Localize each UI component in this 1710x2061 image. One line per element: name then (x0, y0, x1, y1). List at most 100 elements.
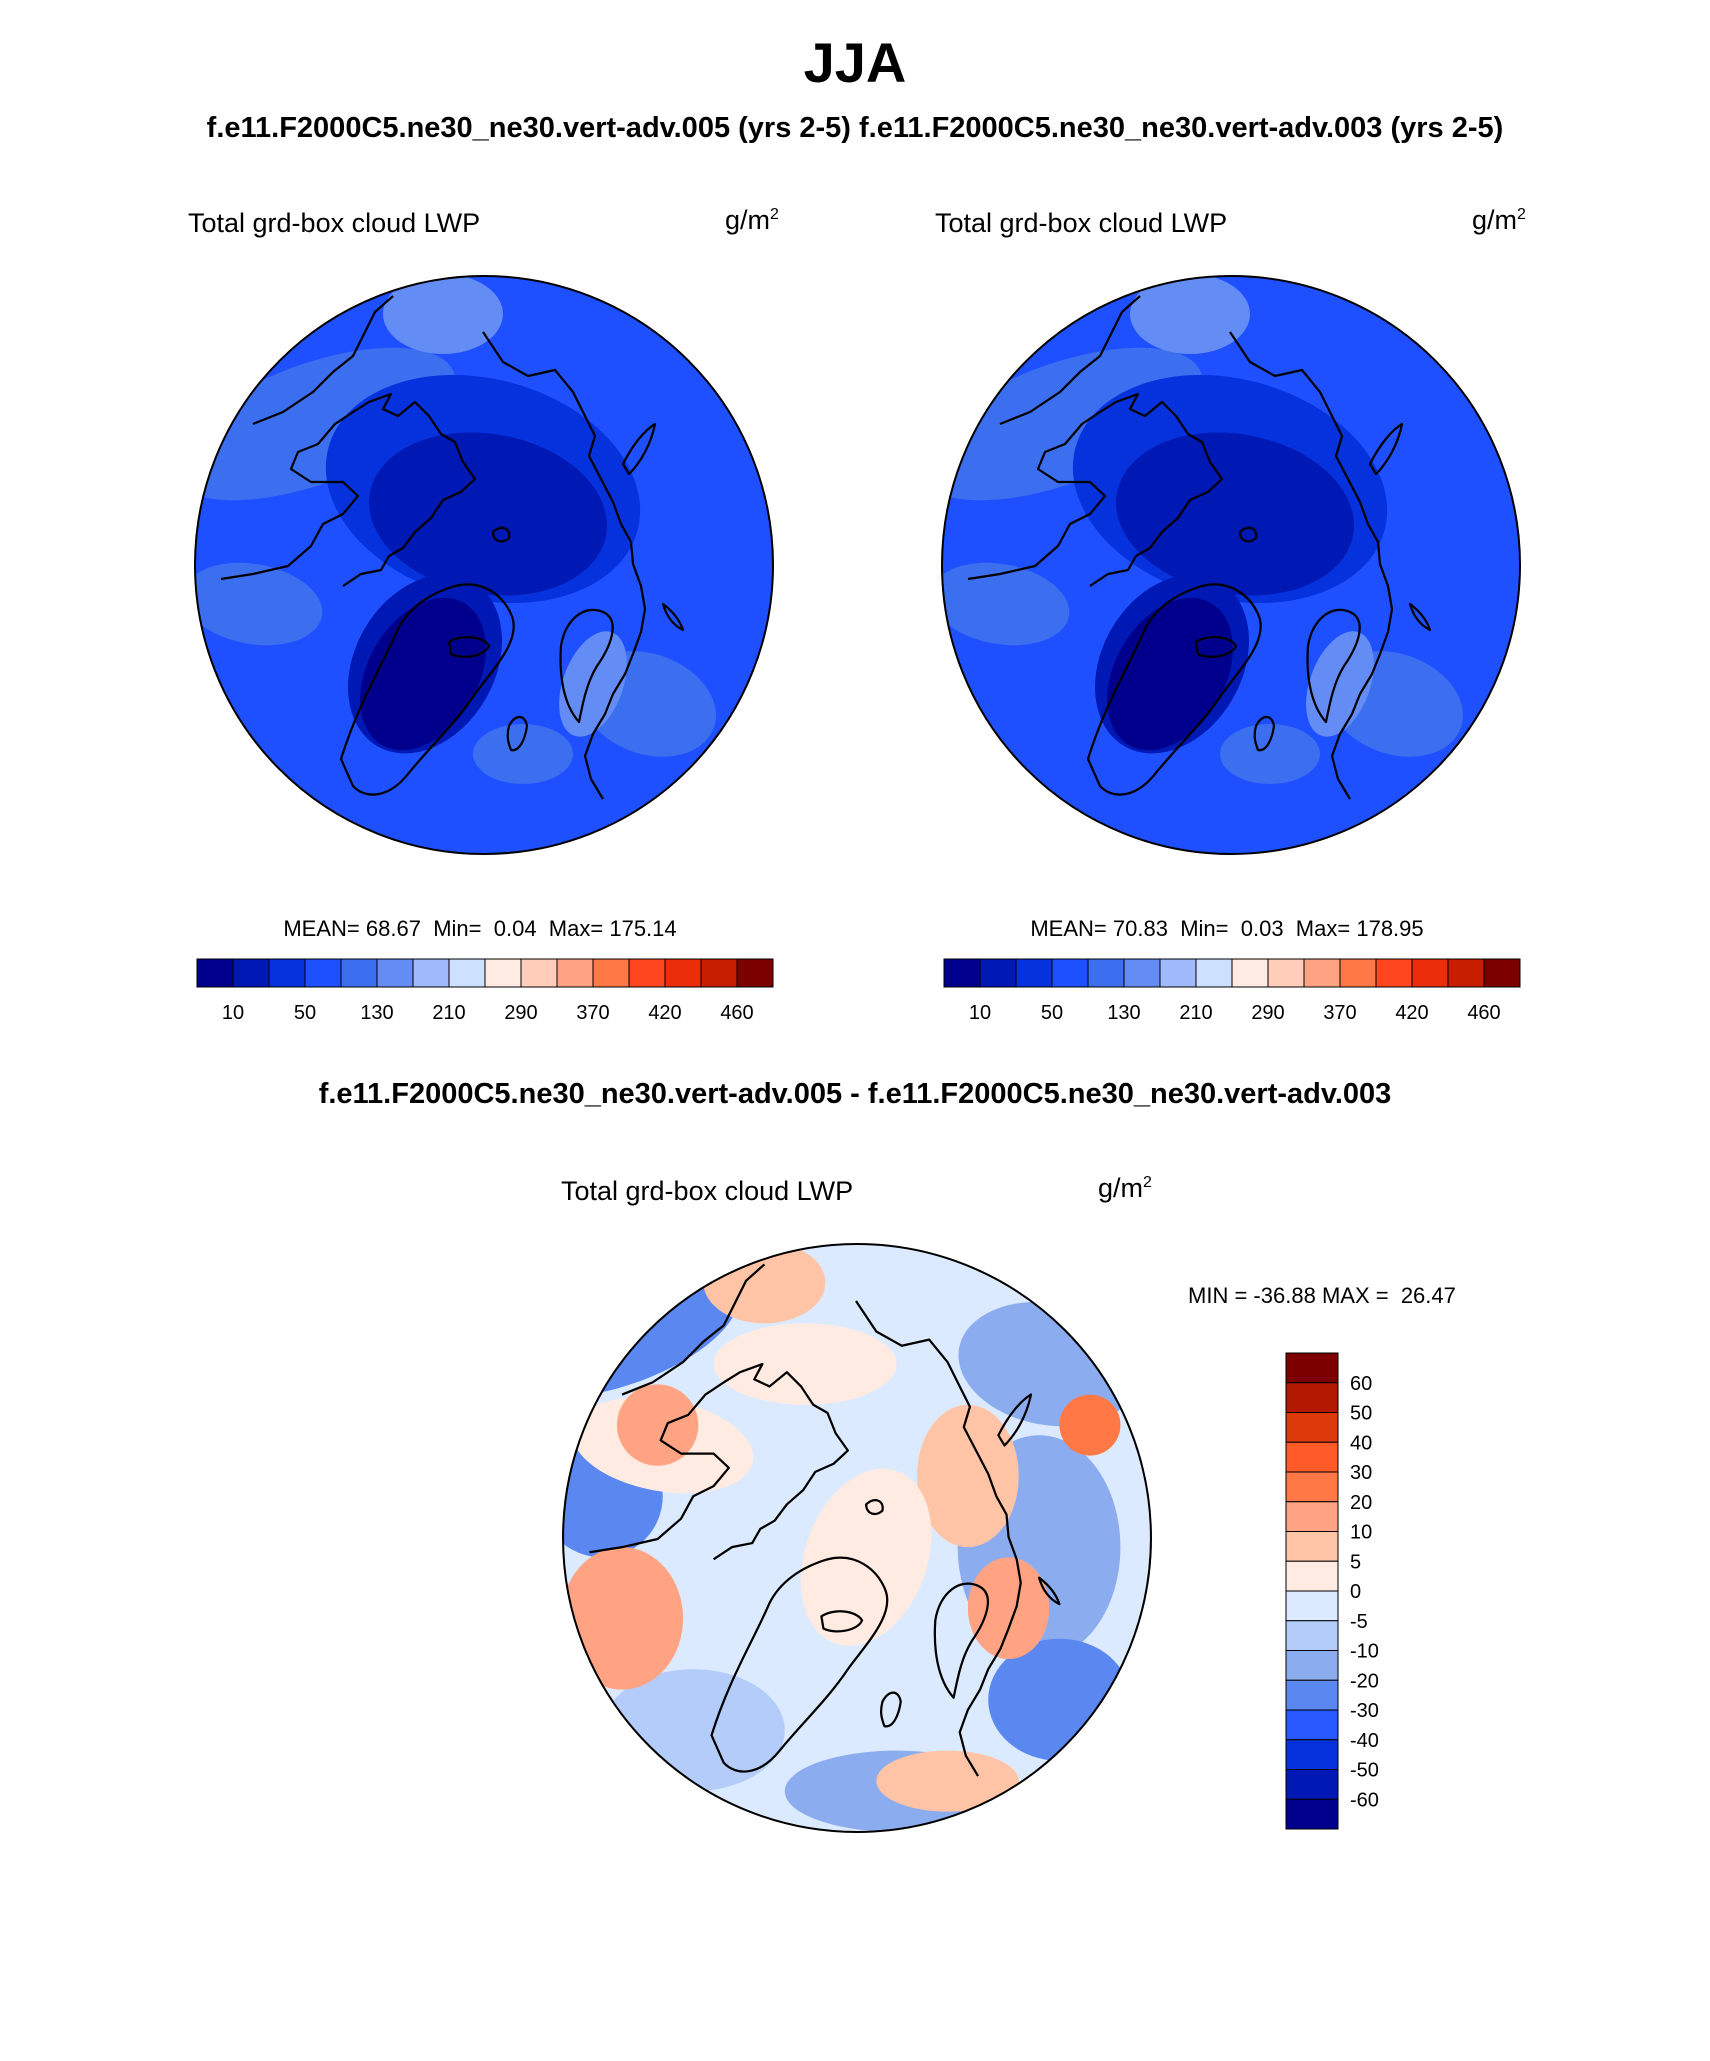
panel-3-colorbar-box (1285, 1739, 1339, 1770)
panel-2-field-patch (942, 347, 1203, 501)
panel-2-colorbar-tick-label: 130 (1107, 1002, 1140, 1024)
panel-3-colorbar-box (1285, 1679, 1339, 1711)
panel-3-field-patch (800, 1468, 932, 1646)
panel-3-colorbar-box (1285, 1560, 1339, 1592)
panel-1-colorbar-box (412, 958, 450, 988)
panel-1-coastline (621, 422, 657, 476)
panel-3-colorbar-box (1285, 1441, 1339, 1473)
panel-2-colorbar-box (1195, 958, 1233, 988)
panel-1-colorbar-box (700, 958, 738, 988)
panel-1-coastline (482, 331, 647, 800)
panel-3-colorbar-tick-label: -10 (1350, 1641, 1379, 1663)
panel-2-coastline (1408, 602, 1432, 632)
panel-3-colorbar-tick-label: -40 (1350, 1730, 1379, 1752)
panel-1-map-border (194, 275, 774, 855)
panel-1-colorbar: 10 50 130 210 290 370 420 460 (196, 958, 774, 1024)
panel-1-field-patch (369, 432, 607, 596)
panel-2-colorbar-tick-label: 50 (1041, 1002, 1063, 1024)
panel-3-coastline (855, 1300, 1022, 1777)
panel-2-stats: MEAN= 70.83 Min= 0.03 Max= 178.95 (937, 916, 1517, 942)
panel-1-coastline (252, 295, 394, 426)
panel-1-coastline (491, 526, 511, 543)
panel-2-colorbar-tick-label: 420 (1395, 1002, 1428, 1024)
panel-2-coastline (967, 392, 1224, 587)
panel-3-units-exponent: 2 (1143, 1174, 1152, 1191)
panel-2-colorbar-tick-label: 210 (1179, 1002, 1212, 1024)
panel-3-min-label: MIN = (1188, 1283, 1248, 1308)
panel-1-coastline (506, 715, 529, 752)
panel-2-field-patch (1130, 276, 1250, 354)
panel-1-colorbar-box (448, 958, 486, 988)
panel-2-field-patch (942, 562, 1070, 646)
panel-2-colorbar-box (1447, 958, 1485, 988)
panel-1-coastline (447, 636, 491, 658)
panel-3-colorbar-tick-label: 0 (1350, 1581, 1361, 1603)
panel-1-colorbar-box (232, 958, 270, 988)
panel-3-field-patch (1059, 1394, 1121, 1456)
panel-2-coastline (1368, 422, 1404, 476)
panel-2-min-label: Min= (1180, 916, 1229, 941)
panel-1-colorbar-tick-label: 370 (576, 1002, 609, 1024)
panel-2-colorbar-tick-label: 290 (1251, 1002, 1284, 1024)
panel-2-colorbar-box (1483, 958, 1521, 988)
panel-3-colorbar-box (1285, 1382, 1339, 1413)
panel-1-colorbar-tick-label: 130 (360, 1002, 393, 1024)
panel-2-colorbar: 10 50 130 210 290 370 420 460 (943, 958, 1521, 1024)
panel-1-colorbar-tick-label: 10 (222, 1002, 244, 1024)
panel-3-colorbar-tick-label: 30 (1350, 1462, 1372, 1484)
panel-2-field-patch (1306, 631, 1374, 737)
panel-1-colorbar-box (736, 958, 774, 988)
panel-1-field-patch (195, 562, 323, 646)
panel-3-field-patch (616, 1384, 699, 1466)
panel-2-colorbar-box (1375, 958, 1413, 988)
panel-2-polar-map (941, 275, 1521, 855)
panel-1-colorbar-tick-label: 290 (504, 1002, 537, 1024)
panel-2-max-label: Max= (1295, 916, 1351, 941)
panel-1-coastline (661, 602, 685, 632)
panel-2-coastline (1194, 636, 1238, 658)
panel-2-coastline (1253, 715, 1276, 752)
panel-1-colorbar-box (592, 958, 630, 988)
panel-3-coastline (710, 1556, 889, 1773)
panel-2-colorbar-box (1411, 958, 1449, 988)
panel-1-colorbar-tick-label: 210 (432, 1002, 465, 1024)
panel-2-coastlines (967, 295, 1432, 800)
panel-1-field-patch (195, 347, 456, 501)
panel-1-field-patch (473, 724, 573, 784)
panel-3-colorbar-tick-label: -5 (1350, 1611, 1368, 1633)
panel-1-coastline (339, 583, 515, 796)
panel-1-colorbar-tick-label: 420 (648, 1002, 681, 1024)
panel-3-field-patch (917, 1404, 1019, 1548)
panel-3-stats: MIN = -36.88 MAX = 26.47 (1188, 1283, 1456, 1309)
panel-3-field-patch (703, 1244, 826, 1324)
panel-3-coastline (865, 1498, 884, 1516)
panel-2-field (942, 276, 1520, 854)
panel-3-map-border (562, 1243, 1152, 1833)
panel-3-max-value: 26.47 (1400, 1283, 1456, 1308)
panel-1-mean-value: 68.67 (365, 916, 421, 941)
panel-2-colorbar-box (1087, 958, 1125, 988)
panel-1-max-value: 175.14 (609, 916, 677, 941)
panel-2-colorbar-tick-label: 460 (1467, 1002, 1500, 1024)
panel-2-colorbar-tick-label: 10 (969, 1002, 991, 1024)
panel-2-colorbar-box (1123, 958, 1161, 988)
panel-2-colorbar-box (1339, 958, 1377, 988)
panel-2-colorbar-box (979, 958, 1017, 988)
panel-3-colorbar-box (1285, 1590, 1339, 1622)
panel-1-min-value: 0.04 (493, 916, 537, 941)
difference-title: f.e11.F2000C5.ne30_ne30.vert-adv.005 - f… (318, 1078, 1392, 1110)
panel-3-colorbar-tick-label: 50 (1350, 1403, 1372, 1425)
panel-3-max-label: MAX = (1321, 1283, 1389, 1308)
panel-1-colorbar-box (628, 958, 666, 988)
panel-2-coastline (1229, 331, 1394, 800)
panel-3-coastline (589, 1362, 849, 1561)
panel-3-colorbar-tick-label: 5 (1350, 1551, 1361, 1573)
panel-3-units: g/m2 (1098, 1173, 1152, 1204)
panel-1-mean-label: MEAN= (283, 916, 360, 941)
panel-1-colorbar-box (340, 958, 378, 988)
panel-1-units-base: g/m (725, 205, 771, 235)
panel-3-field (563, 1244, 1151, 1832)
panel-2-min-value: 0.03 (1240, 916, 1284, 941)
panel-2-colorbar-box (943, 958, 981, 988)
panel-2-units-base: g/m (1472, 205, 1518, 235)
